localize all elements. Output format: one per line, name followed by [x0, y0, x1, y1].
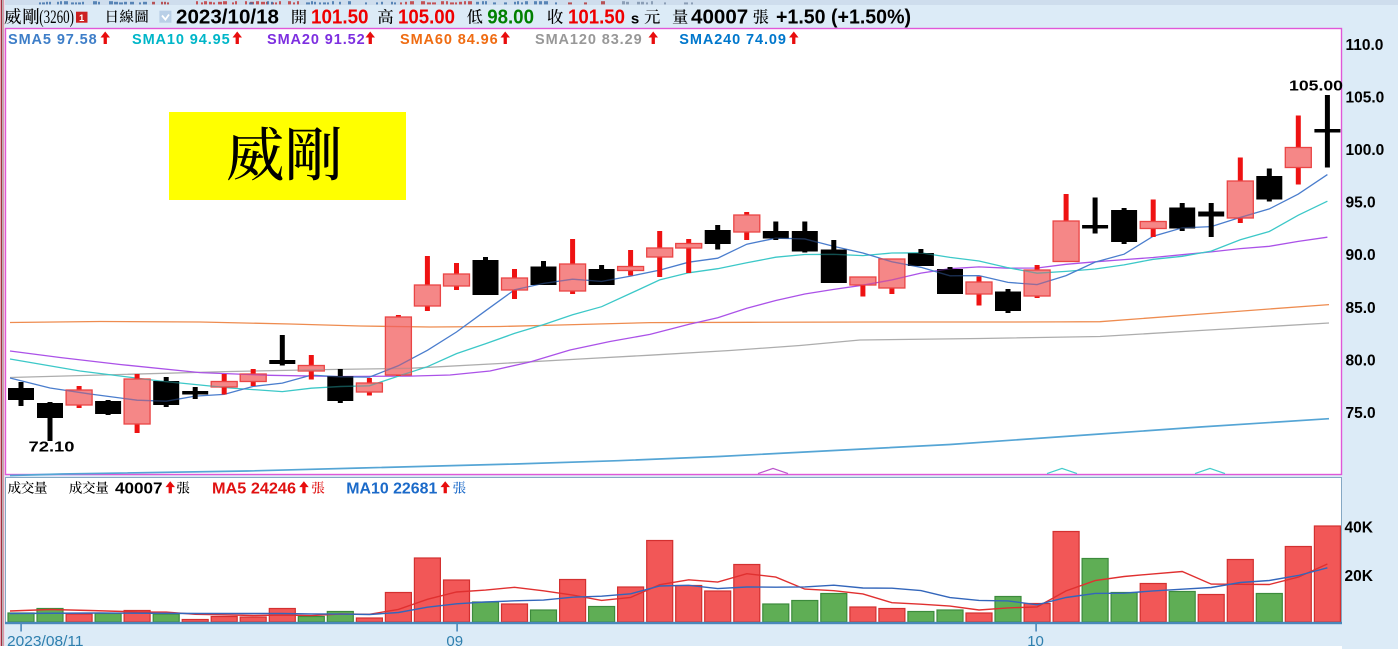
svg-text:2023/08/11: 2023/08/11: [7, 633, 84, 650]
svg-text:10: 10: [1027, 633, 1044, 650]
svg-text:98.00: 98.00: [487, 6, 534, 28]
svg-text:20K: 20K: [1345, 568, 1374, 585]
svg-text:110.0: 110.0: [1346, 37, 1384, 54]
svg-text:105.00: 105.00: [398, 6, 455, 28]
svg-text:95.0: 95.0: [1346, 195, 1376, 212]
svg-text:40007: 40007: [115, 480, 163, 497]
svg-text:1: 1: [79, 13, 85, 24]
svg-text:2023/10/18: 2023/10/18: [176, 6, 279, 28]
svg-text:105.00: 105.00: [1289, 78, 1343, 95]
svg-text:75.0: 75.0: [1346, 405, 1376, 422]
svg-text:MA10 22681: MA10 22681: [346, 480, 437, 497]
svg-text:09: 09: [446, 633, 463, 650]
svg-text:SMA120 83.29: SMA120 83.29: [535, 32, 643, 48]
svg-text:101.50: 101.50: [568, 6, 625, 28]
svg-text:SMA10 94.95: SMA10 94.95: [132, 32, 231, 48]
svg-text:90.0: 90.0: [1346, 247, 1376, 264]
svg-text:105.0: 105.0: [1346, 89, 1385, 106]
svg-text:(3260): (3260): [39, 7, 74, 28]
svg-text:s: s: [631, 10, 639, 27]
svg-text:+1.50 (+1.50%): +1.50 (+1.50%): [776, 6, 911, 28]
svg-text:40007: 40007: [691, 6, 748, 28]
svg-text:MA5 24246: MA5 24246: [212, 480, 296, 497]
svg-text:40K: 40K: [1345, 520, 1374, 537]
svg-text:SMA60 84.96: SMA60 84.96: [400, 32, 499, 48]
svg-text:101.50: 101.50: [311, 6, 369, 28]
svg-text:80.0: 80.0: [1346, 352, 1376, 369]
svg-text:SMA20 91.52: SMA20 91.52: [267, 32, 366, 48]
svg-text:SMA5 97.58: SMA5 97.58: [8, 32, 98, 48]
svg-text:SMA240 74.09: SMA240 74.09: [679, 32, 787, 48]
svg-text:100.0: 100.0: [1346, 142, 1385, 159]
svg-text:72.10: 72.10: [29, 439, 75, 456]
svg-text:85.0: 85.0: [1346, 300, 1376, 317]
